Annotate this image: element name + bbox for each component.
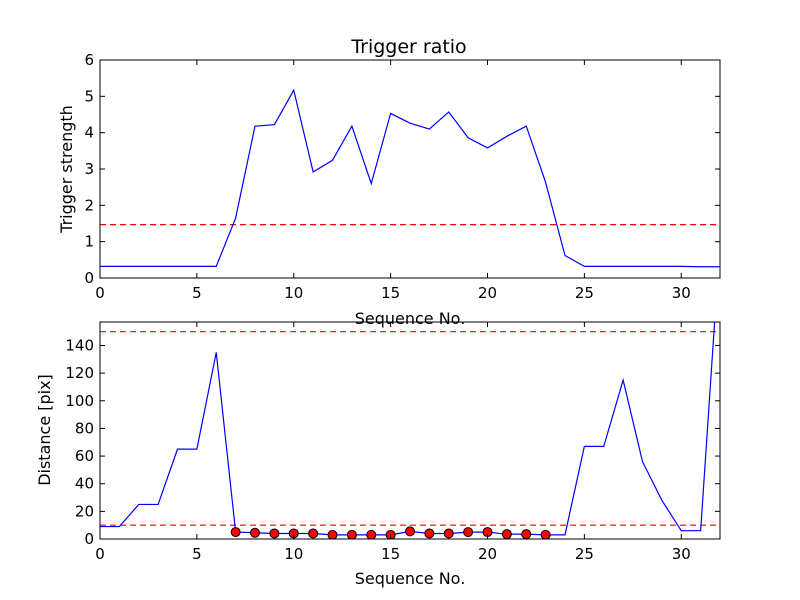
y-tick-label: 120 xyxy=(65,364,94,382)
x-tick-label: 25 xyxy=(575,545,594,563)
data-point xyxy=(424,528,435,539)
data-point xyxy=(308,528,319,539)
series-line-0 xyxy=(100,88,720,268)
x-axis-ticks: 0 5 10 15 20 25 30 xyxy=(95,60,691,302)
data-point xyxy=(463,527,474,538)
y-tick-label: 20 xyxy=(75,502,94,520)
y-tick-label: 0 xyxy=(84,269,94,287)
y-axis-label: Distance [pix] xyxy=(35,374,54,486)
y-axis-ticks: 0 20 40 60 80 100 120 140 xyxy=(65,336,720,548)
y-tick-label: 3 xyxy=(84,160,94,178)
x-tick-label: 15 xyxy=(381,284,400,302)
y-tick-label: 5 xyxy=(84,87,94,105)
data-point xyxy=(250,527,260,538)
x-tick-label: 5 xyxy=(192,284,202,302)
data-point xyxy=(366,529,377,539)
x-tick-label: 25 xyxy=(575,284,594,302)
x-axis-label: Sequence No. xyxy=(355,309,466,328)
x-tick-label: 5 xyxy=(192,545,202,563)
y-tick-label: 4 xyxy=(84,124,94,142)
data-point xyxy=(346,529,357,539)
chart-title: Trigger ratio xyxy=(350,36,466,58)
data-point xyxy=(501,529,512,539)
y-axis-ticks: 0 1 2 3 4 5 6 xyxy=(84,51,720,287)
x-tick-label: 10 xyxy=(284,545,303,563)
data-point xyxy=(230,527,241,538)
y-tick-label: 6 xyxy=(84,51,94,69)
y-tick-label: 140 xyxy=(65,336,94,354)
x-tick-label: 10 xyxy=(284,284,303,302)
x-tick-label: 15 xyxy=(381,545,400,563)
data-point xyxy=(540,529,551,539)
y-tick-label: 80 xyxy=(75,419,94,437)
data-point xyxy=(269,528,280,539)
x-tick-label: 30 xyxy=(672,284,691,302)
plot-area xyxy=(100,88,720,268)
x-tick-label: 0 xyxy=(95,545,105,563)
data-point xyxy=(443,528,454,539)
data-point xyxy=(405,526,415,537)
data-point xyxy=(521,529,532,539)
x-tick-label: 20 xyxy=(478,545,497,563)
x-axis-label: Sequence No. xyxy=(355,569,466,588)
x-tick-label: 30 xyxy=(672,545,691,563)
x-axis-ticks: 0 5 10 15 20 25 30 xyxy=(95,322,691,563)
x-tick-label: 0 xyxy=(95,284,105,302)
x-tick-label: 20 xyxy=(478,284,497,302)
y-axis-label: Trigger strength xyxy=(57,105,76,234)
axes-frame xyxy=(99,321,721,540)
y-tick-label: 0 xyxy=(84,530,94,548)
y-tick-label: 2 xyxy=(84,196,94,214)
y-tick-label: 60 xyxy=(75,447,94,465)
y-tick-label: 100 xyxy=(65,392,94,410)
distance-chart: 0 5 10 15 20 25 30 0 20 40 60 80 100 120 140 Sequence… xyxy=(35,321,721,588)
y-tick-label: 1 xyxy=(84,233,94,251)
plot-area xyxy=(100,322,720,539)
trigger-ratio-chart: Trigger ratio 0 5 10 15 20 25 30 0 1 2 3 4 5 6 Seque… xyxy=(57,36,721,328)
y-tick-label: 40 xyxy=(75,475,94,493)
data-point xyxy=(327,529,338,539)
